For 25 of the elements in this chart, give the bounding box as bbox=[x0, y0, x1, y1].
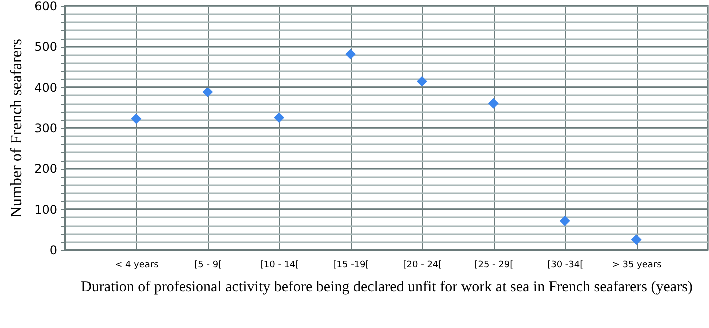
y-tick-label: 300 bbox=[34, 122, 58, 136]
y-tick-label: 100 bbox=[34, 202, 58, 217]
x-tick-label: > 35 years bbox=[612, 260, 662, 270]
x-tick-label: [10 - 14[ bbox=[260, 260, 300, 270]
point bbox=[346, 49, 356, 60]
x-tick-label: [25 - 29[ bbox=[474, 260, 514, 270]
y-tick-label: 600 bbox=[34, 0, 58, 14]
x-tick-label: [30 -34[ bbox=[548, 260, 584, 270]
point bbox=[131, 114, 142, 124]
point bbox=[488, 98, 499, 109]
point bbox=[631, 234, 642, 246]
y-tick-label: 200 bbox=[34, 162, 58, 176]
y-tick-label: 0 bbox=[50, 244, 58, 258]
point bbox=[202, 86, 214, 98]
point bbox=[416, 76, 428, 87]
x-tick-label: [5 - 9[ bbox=[194, 260, 222, 270]
y-tick-label: 500 bbox=[34, 40, 58, 54]
x-tick-label: [20 - 24[ bbox=[403, 260, 442, 270]
y-tick-label: 400 bbox=[34, 80, 58, 95]
y-axis-title: Number of French seafarers bbox=[8, 38, 26, 218]
x-tick-label: < 4 years bbox=[115, 260, 160, 270]
point bbox=[274, 112, 285, 124]
x-tick-label: [15 -19[ bbox=[333, 260, 370, 270]
x-axis-title: Duration of profesional activity before being declared unfit for work at sea in French seafarers (years) bbox=[81, 280, 693, 296]
point bbox=[560, 216, 570, 226]
